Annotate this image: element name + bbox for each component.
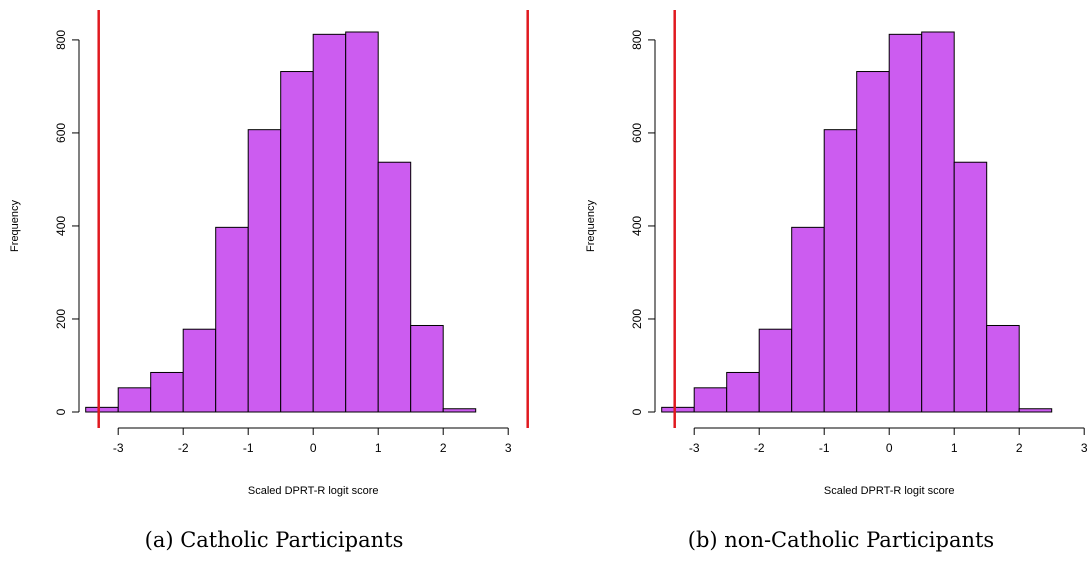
histogram-bar	[758, 328, 793, 413]
histogram-bar	[345, 31, 379, 413]
x-tick-label: 3	[1081, 441, 1088, 455]
histogram-bar	[377, 161, 412, 413]
y-tick-label: 200	[54, 309, 68, 329]
caption-b: (b) non-Catholic Participants	[687, 528, 995, 552]
y-axis-label: Frequency	[9, 199, 21, 251]
y-tick-label: 200	[630, 309, 644, 329]
histogram-bar	[726, 371, 760, 413]
chart-panel-0: 0 200 400 600 800 -3 -2 -1 0 1 2 3 Scaled DPRT-R log…	[9, 10, 529, 497]
histogram-bar	[442, 408, 477, 413]
histogram-bar	[312, 33, 347, 413]
x-tick-label: -3	[113, 441, 124, 455]
chart-panel-1: 0 200 400 600 800 -3 -2 -1 0 1 2 3 Scaled DPRT-R log…	[585, 10, 1088, 497]
x-tick-label: 1	[951, 441, 958, 455]
x-tick-label: -2	[754, 441, 765, 455]
x-tick-label: 0	[886, 441, 893, 455]
y-tick-label: 600	[630, 123, 644, 143]
y-tick-label: 800	[630, 30, 644, 50]
x-tick-label: 1	[375, 441, 382, 455]
y-tick-label: 400	[630, 216, 644, 236]
y-tick-label: 800	[54, 30, 68, 50]
x-tick-label: 0	[310, 441, 317, 455]
histogram-bar	[921, 31, 955, 413]
histogram-bar	[953, 161, 988, 413]
histogram-bar	[661, 406, 695, 413]
caption-a: (a) Catholic Participants	[144, 528, 404, 552]
y-tick-label: 0	[630, 408, 644, 415]
histogram-bar	[1018, 408, 1053, 413]
x-tick-label: -1	[243, 441, 254, 455]
histogram-bar	[410, 324, 444, 413]
x-tick-label: 2	[440, 441, 447, 455]
histogram-bar	[791, 226, 825, 413]
histogram-bar	[986, 324, 1020, 413]
histogram-bar	[85, 406, 119, 413]
x-tick-label: -3	[689, 441, 700, 455]
histogram-bar	[888, 33, 923, 413]
histogram-bar	[856, 71, 890, 413]
x-tick-label: 3	[505, 441, 512, 455]
x-axis-label: Scaled DPRT-R logit score	[824, 485, 955, 497]
x-axis-label: Scaled DPRT-R logit score	[248, 485, 379, 497]
histogram-bar	[693, 387, 728, 413]
y-tick-label: 600	[54, 123, 68, 143]
x-tick-label: -1	[819, 441, 830, 455]
histogram-bar	[823, 129, 858, 413]
histogram-bar	[215, 226, 249, 413]
histogram-bar	[280, 71, 314, 413]
x-tick-label: -2	[178, 441, 189, 455]
histogram-bar	[117, 387, 152, 413]
histogram-bar	[182, 328, 217, 413]
histogram-bar	[247, 129, 282, 413]
x-tick-label: 2	[1016, 441, 1023, 455]
y-tick-label: 400	[54, 216, 68, 236]
y-axis-label: Frequency	[585, 199, 597, 251]
histogram-bar	[150, 371, 184, 413]
y-tick-label: 0	[54, 408, 68, 415]
